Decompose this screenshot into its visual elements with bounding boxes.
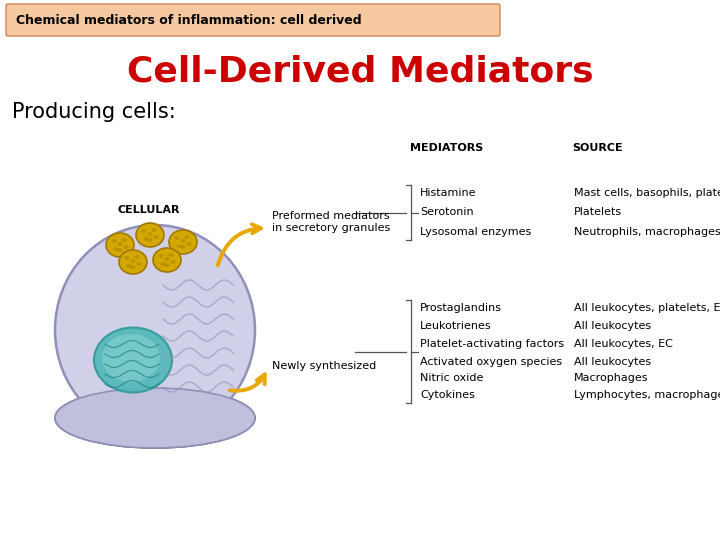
Ellipse shape [142,229,146,233]
Ellipse shape [55,225,255,435]
Ellipse shape [130,259,135,263]
Ellipse shape [124,245,128,249]
Ellipse shape [168,253,174,257]
Text: Preformed mediators
in secretory granules: Preformed mediators in secretory granule… [272,211,390,233]
Ellipse shape [122,238,127,242]
Text: CELLULAR: CELLULAR [117,205,179,215]
Ellipse shape [148,238,153,242]
Ellipse shape [55,388,255,448]
Text: Leukotrienes: Leukotrienes [420,321,492,331]
Ellipse shape [102,334,160,382]
Ellipse shape [55,388,255,448]
Ellipse shape [117,248,122,252]
Text: All leukocytes: All leukocytes [574,321,651,331]
Ellipse shape [164,257,169,261]
Ellipse shape [161,262,166,266]
Text: Chemical mediators of inflammation: cell derived: Chemical mediators of inflammation: cell… [16,15,361,28]
Ellipse shape [151,228,156,232]
Text: Neutrophils, macrophages: Neutrophils, macrophages [574,227,720,237]
Ellipse shape [112,239,117,243]
Ellipse shape [114,247,119,251]
Ellipse shape [127,264,132,268]
Ellipse shape [130,265,135,269]
Ellipse shape [125,256,130,260]
Ellipse shape [119,250,147,274]
Ellipse shape [137,262,142,266]
FancyBboxPatch shape [6,4,500,36]
Ellipse shape [153,248,181,272]
Text: Producing cells:: Producing cells: [12,102,176,122]
Text: Platelets: Platelets [574,207,622,217]
Text: SOURCE: SOURCE [572,143,623,153]
Ellipse shape [169,230,197,254]
Text: Cell-Derived Mediators: Cell-Derived Mediators [127,55,593,89]
Text: Mast cells, basophils, platelets: Mast cells, basophils, platelets [574,188,720,198]
Text: Activated oxygen species: Activated oxygen species [420,357,562,367]
Ellipse shape [148,232,153,236]
Text: Serotonin: Serotonin [420,207,474,217]
Text: Cytokines: Cytokines [420,390,475,400]
Ellipse shape [181,239,186,243]
Ellipse shape [94,327,172,393]
Text: All leukocytes, platelets, EC: All leukocytes, platelets, EC [574,303,720,313]
Ellipse shape [171,260,176,264]
Ellipse shape [158,254,163,258]
Ellipse shape [184,235,189,239]
Text: Lysosomal enzymes: Lysosomal enzymes [420,227,531,237]
Text: Nitric oxide: Nitric oxide [420,373,483,383]
Ellipse shape [136,223,164,247]
Ellipse shape [181,245,186,249]
Ellipse shape [164,263,169,267]
Ellipse shape [117,242,122,246]
Ellipse shape [174,236,179,240]
Text: Newly synthesized: Newly synthesized [272,361,377,371]
Ellipse shape [176,244,181,248]
Text: Platelet-activating factors: Platelet-activating factors [420,339,564,349]
Text: Prostaglandins: Prostaglandins [420,303,502,313]
Text: MEDIATORS: MEDIATORS [410,143,483,153]
Ellipse shape [135,255,140,259]
Text: All leukocytes, EC: All leukocytes, EC [574,339,673,349]
Ellipse shape [106,233,134,257]
Text: Macrophages: Macrophages [574,373,649,383]
Ellipse shape [186,242,192,246]
Ellipse shape [143,237,148,241]
Text: Histamine: Histamine [420,188,477,198]
Text: Lymphocytes, macrophages, EC: Lymphocytes, macrophages, EC [574,390,720,400]
Ellipse shape [153,235,158,239]
Text: All leukocytes: All leukocytes [574,357,651,367]
